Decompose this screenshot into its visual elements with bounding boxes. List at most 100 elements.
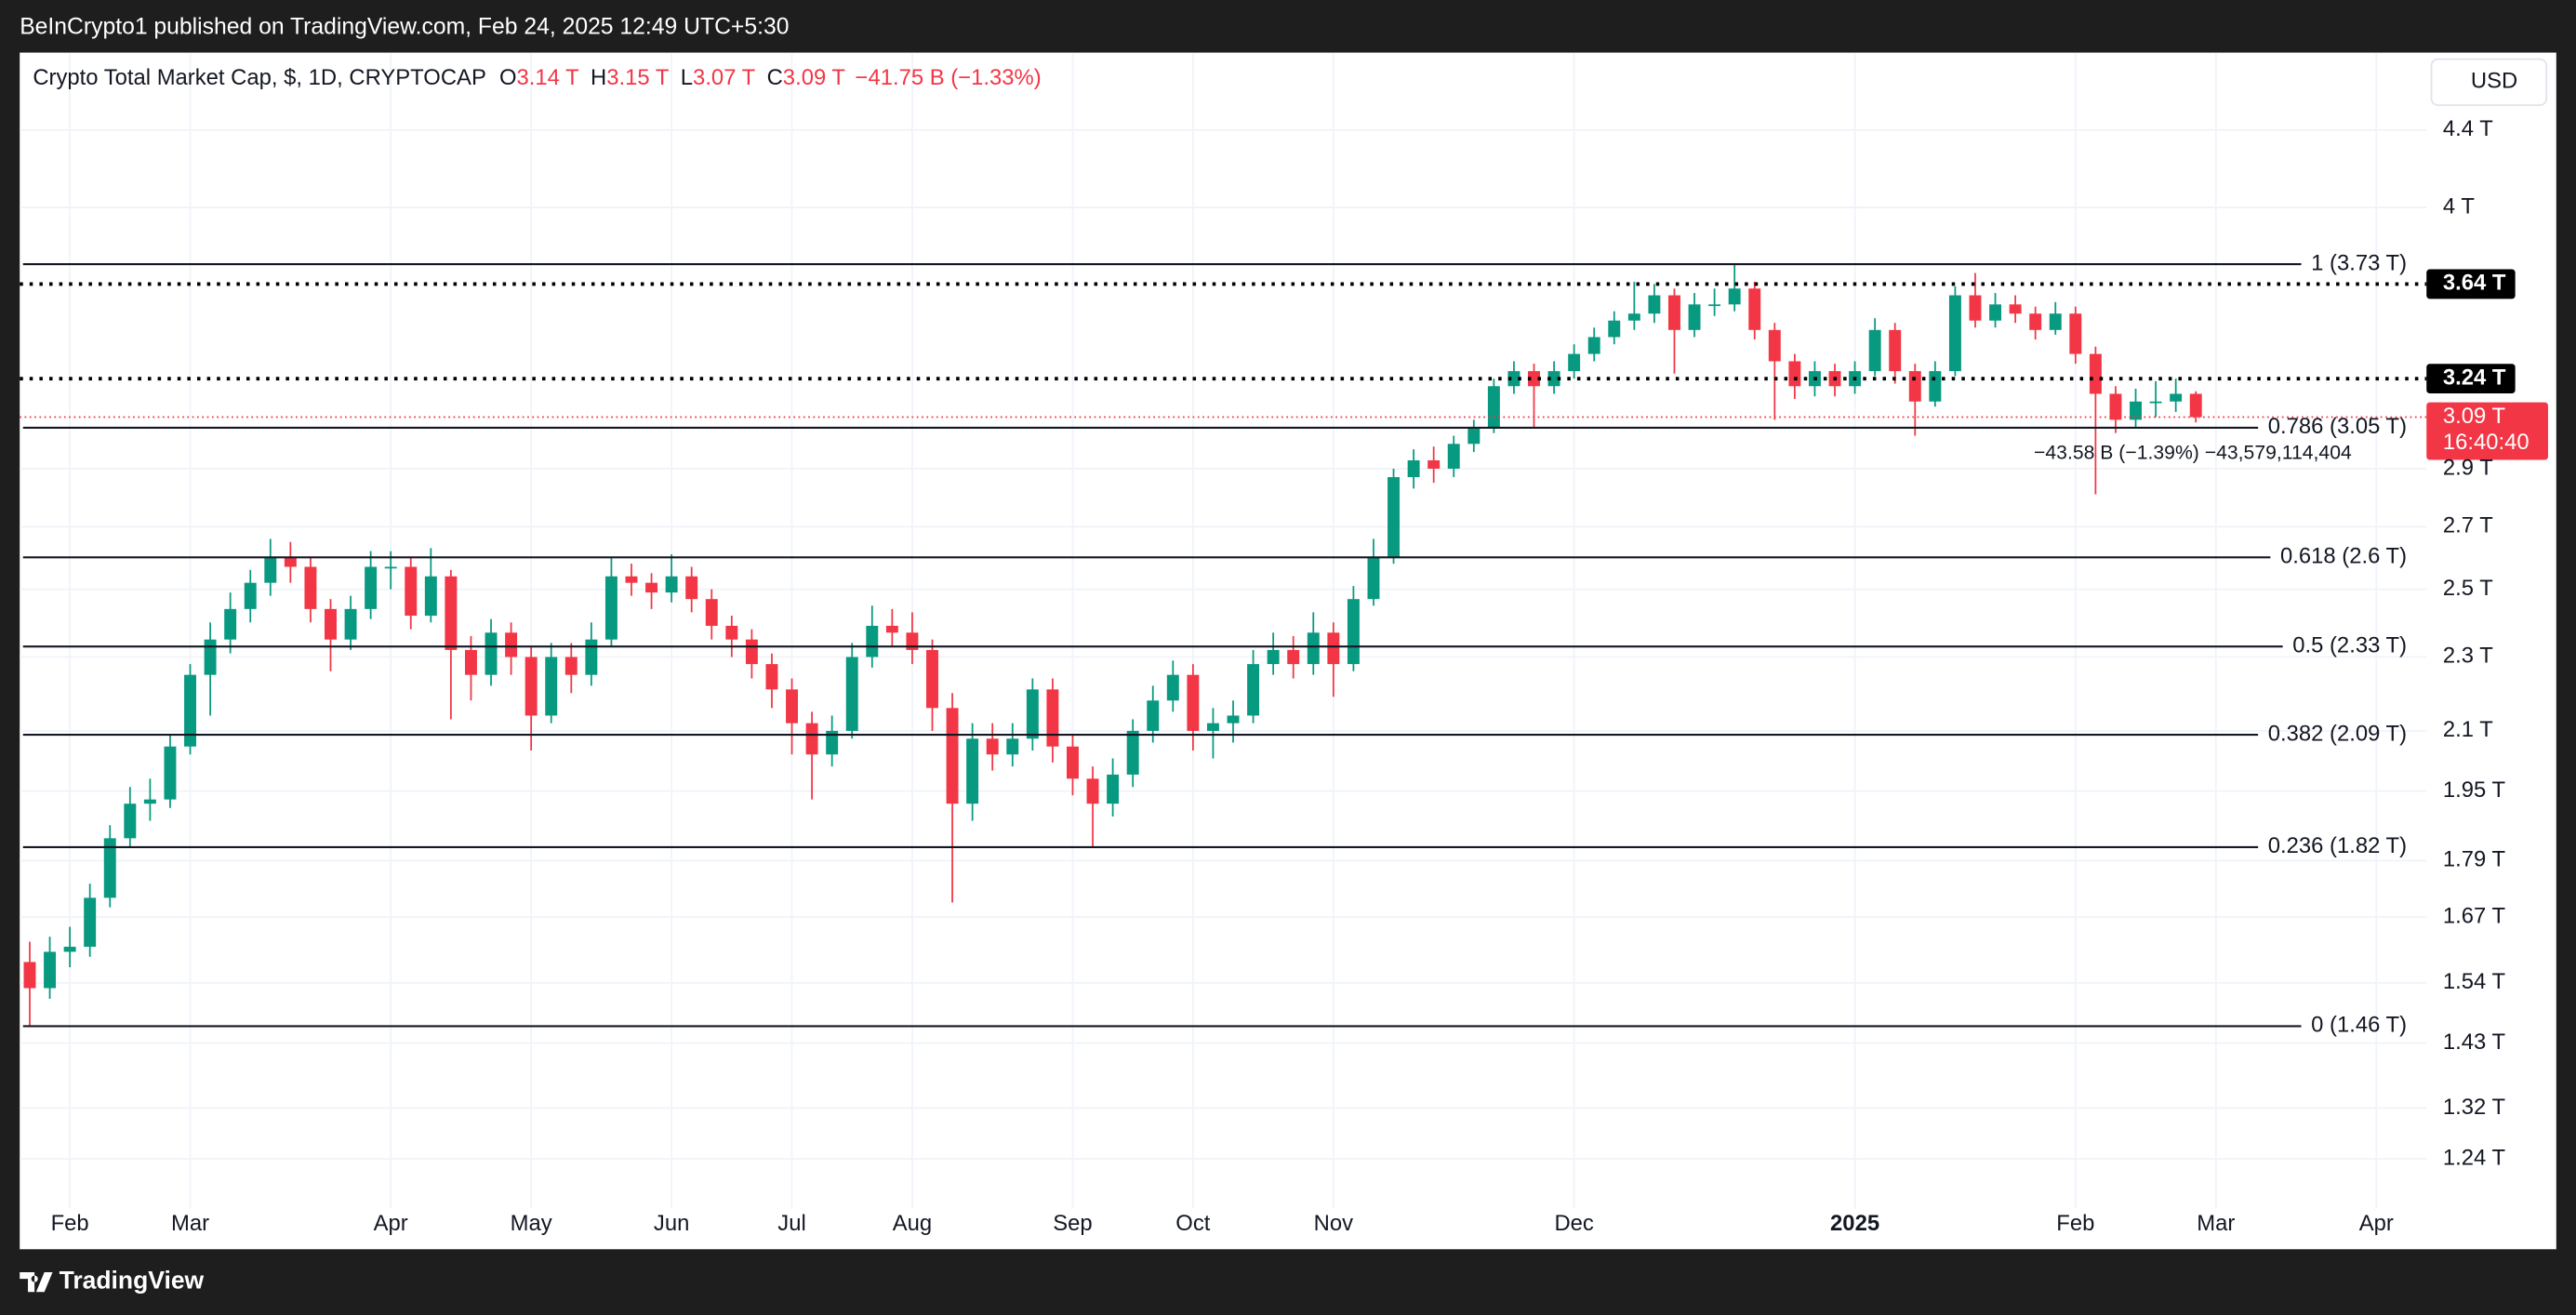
y-tick-label: 1.79 T (2443, 847, 2506, 872)
brand-name: TradingView (60, 1267, 205, 1295)
candle-body (1748, 288, 1761, 330)
candle-body (325, 608, 337, 640)
publish-header: BeInCrypto1 published on TradingView.com… (20, 15, 789, 40)
y-tick-label: 4 T (2443, 193, 2475, 219)
candle-body (344, 608, 357, 640)
grid (20, 52, 2427, 1209)
candle-body (665, 576, 678, 593)
plot (23, 264, 2202, 1027)
y-tick-label: 1.24 T (2443, 1145, 2506, 1170)
candle-body (1668, 295, 1680, 330)
candle-body (705, 599, 718, 626)
last-price-label: 3.09 T (2443, 404, 2506, 429)
candle-body (485, 632, 498, 675)
countdown: 16:40:40 (2443, 430, 2530, 455)
x-tick-label: Feb (51, 1211, 89, 1236)
candle-body (1728, 288, 1741, 305)
candle-body (1507, 371, 1520, 387)
candle-body (103, 838, 116, 898)
level-label: 0 (1.46 T) (2311, 1013, 2407, 1038)
last-price-tag (2426, 402, 2548, 460)
x-tick-label: 2025 (1830, 1211, 1879, 1236)
price-line-tag (2426, 269, 2516, 299)
candle-body (464, 649, 477, 675)
candle-body (685, 576, 698, 600)
legend-change: −41.75 B (−1.33%) (856, 65, 1042, 90)
candle-body (946, 708, 959, 804)
level-label: 0.5 (2.33 T) (2292, 632, 2407, 658)
x-tick-label: Feb (2056, 1211, 2094, 1236)
candle-body (164, 746, 177, 800)
measure-annotation: −43.58 B (−1.39%) −43,579,114,404 (2034, 442, 2352, 463)
candle-body (745, 639, 758, 665)
price-line-label: 3.64 T (2443, 271, 2506, 296)
candle-body (1648, 295, 1661, 314)
candle-body (1989, 304, 2002, 321)
candle-body (604, 576, 617, 640)
level-label: 0.618 (2.6 T) (2280, 544, 2407, 569)
price-line-label: 3.24 T (2443, 365, 2506, 390)
level-label: 0.236 (1.82 T) (2268, 833, 2407, 858)
candle-body (1267, 649, 1280, 665)
candle-body (885, 625, 898, 633)
candle-body (284, 557, 297, 567)
candle-body (143, 799, 156, 804)
candle-body (1086, 778, 1099, 804)
currency-label[interactable]: USD (2471, 69, 2517, 94)
candle-body (1587, 337, 1600, 354)
candle-body (505, 632, 518, 658)
candle-body (1367, 557, 1380, 600)
candle-body (2189, 393, 2202, 418)
y-tick-label: 2.5 T (2443, 576, 2493, 601)
candle-body (1407, 459, 1420, 478)
candle-body (1307, 632, 1320, 665)
candle-body (826, 730, 839, 755)
candle-body (2149, 401, 2162, 404)
candle-body (1708, 304, 1721, 307)
legend: Crypto Total Market Cap, $, 1D, CRYPTOCA… (33, 65, 1041, 90)
legend-value: 3.15 T (606, 65, 670, 90)
x-tick-label: Apr (374, 1211, 408, 1236)
y-tick-label: 2.9 T (2443, 455, 2493, 480)
level-label: 0.786 (3.05 T) (2268, 414, 2407, 439)
legend-title: Crypto Total Market Cap, $, 1D, CRYPTOCA… (33, 65, 486, 90)
candle-body (2170, 393, 2183, 402)
candle-body (1929, 371, 1942, 402)
legend-value: 3.07 T (693, 65, 756, 90)
candle-body (524, 657, 538, 716)
candle-body (765, 664, 778, 690)
candle-body (405, 566, 418, 617)
y-tick-label: 1.54 T (2443, 969, 2506, 994)
candle-body (1287, 649, 1300, 665)
candle-body (184, 674, 196, 747)
candle-body (1227, 715, 1240, 724)
candle-body (63, 947, 76, 952)
candle-body (845, 657, 858, 731)
y-tick-label: 2.3 T (2443, 644, 2493, 669)
candle-body (625, 576, 638, 583)
legend-key: H (591, 65, 606, 90)
x-tick-label: Jul (777, 1211, 805, 1236)
candle-body (365, 566, 378, 609)
candle-body (2009, 304, 2022, 314)
y-tick-label: 1.95 T (2443, 777, 2506, 803)
level-label: 1 (3.73 T) (2311, 250, 2407, 275)
candle-body (1868, 329, 1881, 372)
candle-body (2069, 313, 2082, 354)
candle-body (1347, 599, 1360, 665)
candle-body (1166, 674, 1179, 701)
candle-body (1627, 313, 1640, 321)
candle-body (1768, 329, 1781, 362)
candle-body (1447, 444, 1460, 469)
y-tick-label: 4.4 T (2443, 116, 2493, 141)
overlays: 1 (3.73 T) 0.786 (3.05 T) 0.618 (2.6 T) 0.5… (20, 250, 2548, 1038)
candle-body (1608, 320, 1621, 338)
candle-body (1107, 774, 1120, 804)
x-tick-label: Dec (1554, 1211, 1593, 1236)
candle-body (1788, 361, 1801, 387)
candle-body (585, 639, 598, 675)
candle-body (866, 625, 879, 658)
currency-button[interactable] (2430, 58, 2548, 107)
candle-body (204, 639, 217, 675)
